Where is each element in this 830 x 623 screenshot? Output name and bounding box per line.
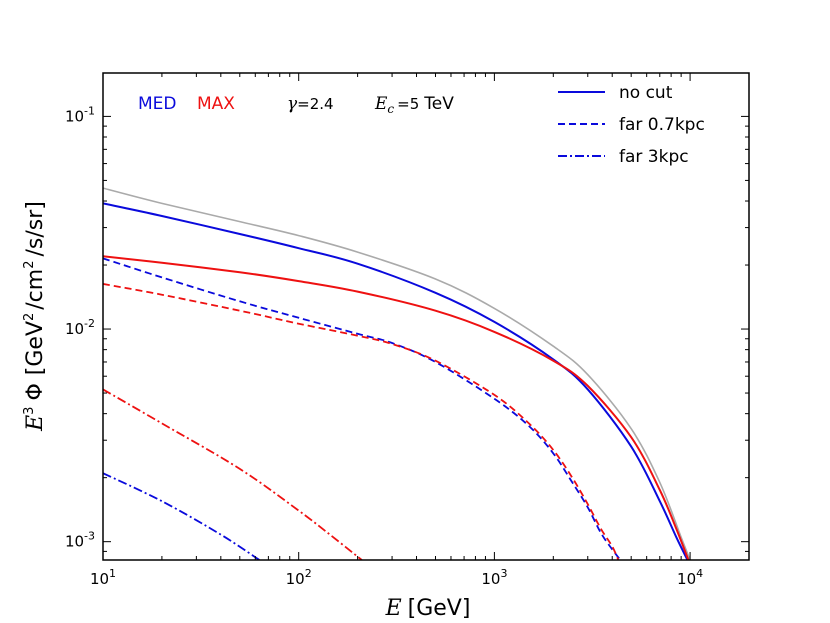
x-tick-label: 102 xyxy=(286,567,312,588)
y-tick-label: 10-3 xyxy=(65,530,95,551)
y-axis-unit-pre: [GeV xyxy=(23,321,48,375)
ec-value: =5 xyxy=(397,95,419,113)
x-tick-label: 103 xyxy=(481,567,507,588)
series-line-max-far-3kpc xyxy=(103,388,363,560)
y-axis-var: E xyxy=(23,415,48,432)
y-axis-unit-post: /s/sr] xyxy=(23,201,48,256)
annotation-gamma: γ=2.4 xyxy=(287,94,334,114)
y-tick-label: 10-1 xyxy=(65,104,95,125)
ec-subscript: c xyxy=(387,102,394,116)
gamma-symbol: γ xyxy=(287,94,298,114)
ticks-layer: 101 102 103 104 10-3 10-2 10-1 xyxy=(65,73,750,588)
y-axis-unit-pre-exp: 2 xyxy=(22,313,37,321)
series-line-med-no-cut xyxy=(103,202,689,560)
y-axis-title: E3Φ[GeV2/cm2/s/sr] xyxy=(22,201,48,432)
series-line-med-far-0-7kpc xyxy=(103,257,622,560)
y-axis-phi: Φ xyxy=(23,383,48,400)
legend-label-far-07: far 0.7kpc xyxy=(619,115,705,135)
y-axis-var-exp: 3 xyxy=(22,407,37,415)
annotation-med: MED xyxy=(138,94,177,114)
legend-label-far-3: far 3kpc xyxy=(619,147,689,167)
series-line-max-far-0-7kpc xyxy=(103,283,620,560)
x-tick-label: 101 xyxy=(90,567,116,588)
x-axis-title: E [GeV] xyxy=(385,596,471,621)
y-tick-label: 10-2 xyxy=(65,317,95,338)
annotation-ec: Ec =5 TeV xyxy=(374,94,454,116)
series-line-max-no-cut xyxy=(103,255,690,560)
y-axis-unit-mid-exp: 2 xyxy=(22,260,37,268)
legend: no cut far 0.7kpc far 3kpc xyxy=(558,83,705,167)
series-layer xyxy=(103,187,691,560)
annotation-max: MAX xyxy=(197,94,235,114)
series-line-total-grey xyxy=(103,187,691,560)
x-tick-label: 104 xyxy=(677,567,703,588)
series-line-med-far-3kpc xyxy=(103,472,260,560)
plot-frame xyxy=(102,72,750,561)
legend-label-no-cut: no cut xyxy=(619,83,673,103)
ec-unit: TeV xyxy=(423,94,454,114)
ec-symbol: E xyxy=(374,94,388,114)
y-axis-unit-mid: /cm xyxy=(23,269,48,310)
x-axis-var: E xyxy=(385,596,402,621)
gamma-value: =2.4 xyxy=(297,95,333,113)
x-axis-unit: [GeV] xyxy=(408,596,471,621)
